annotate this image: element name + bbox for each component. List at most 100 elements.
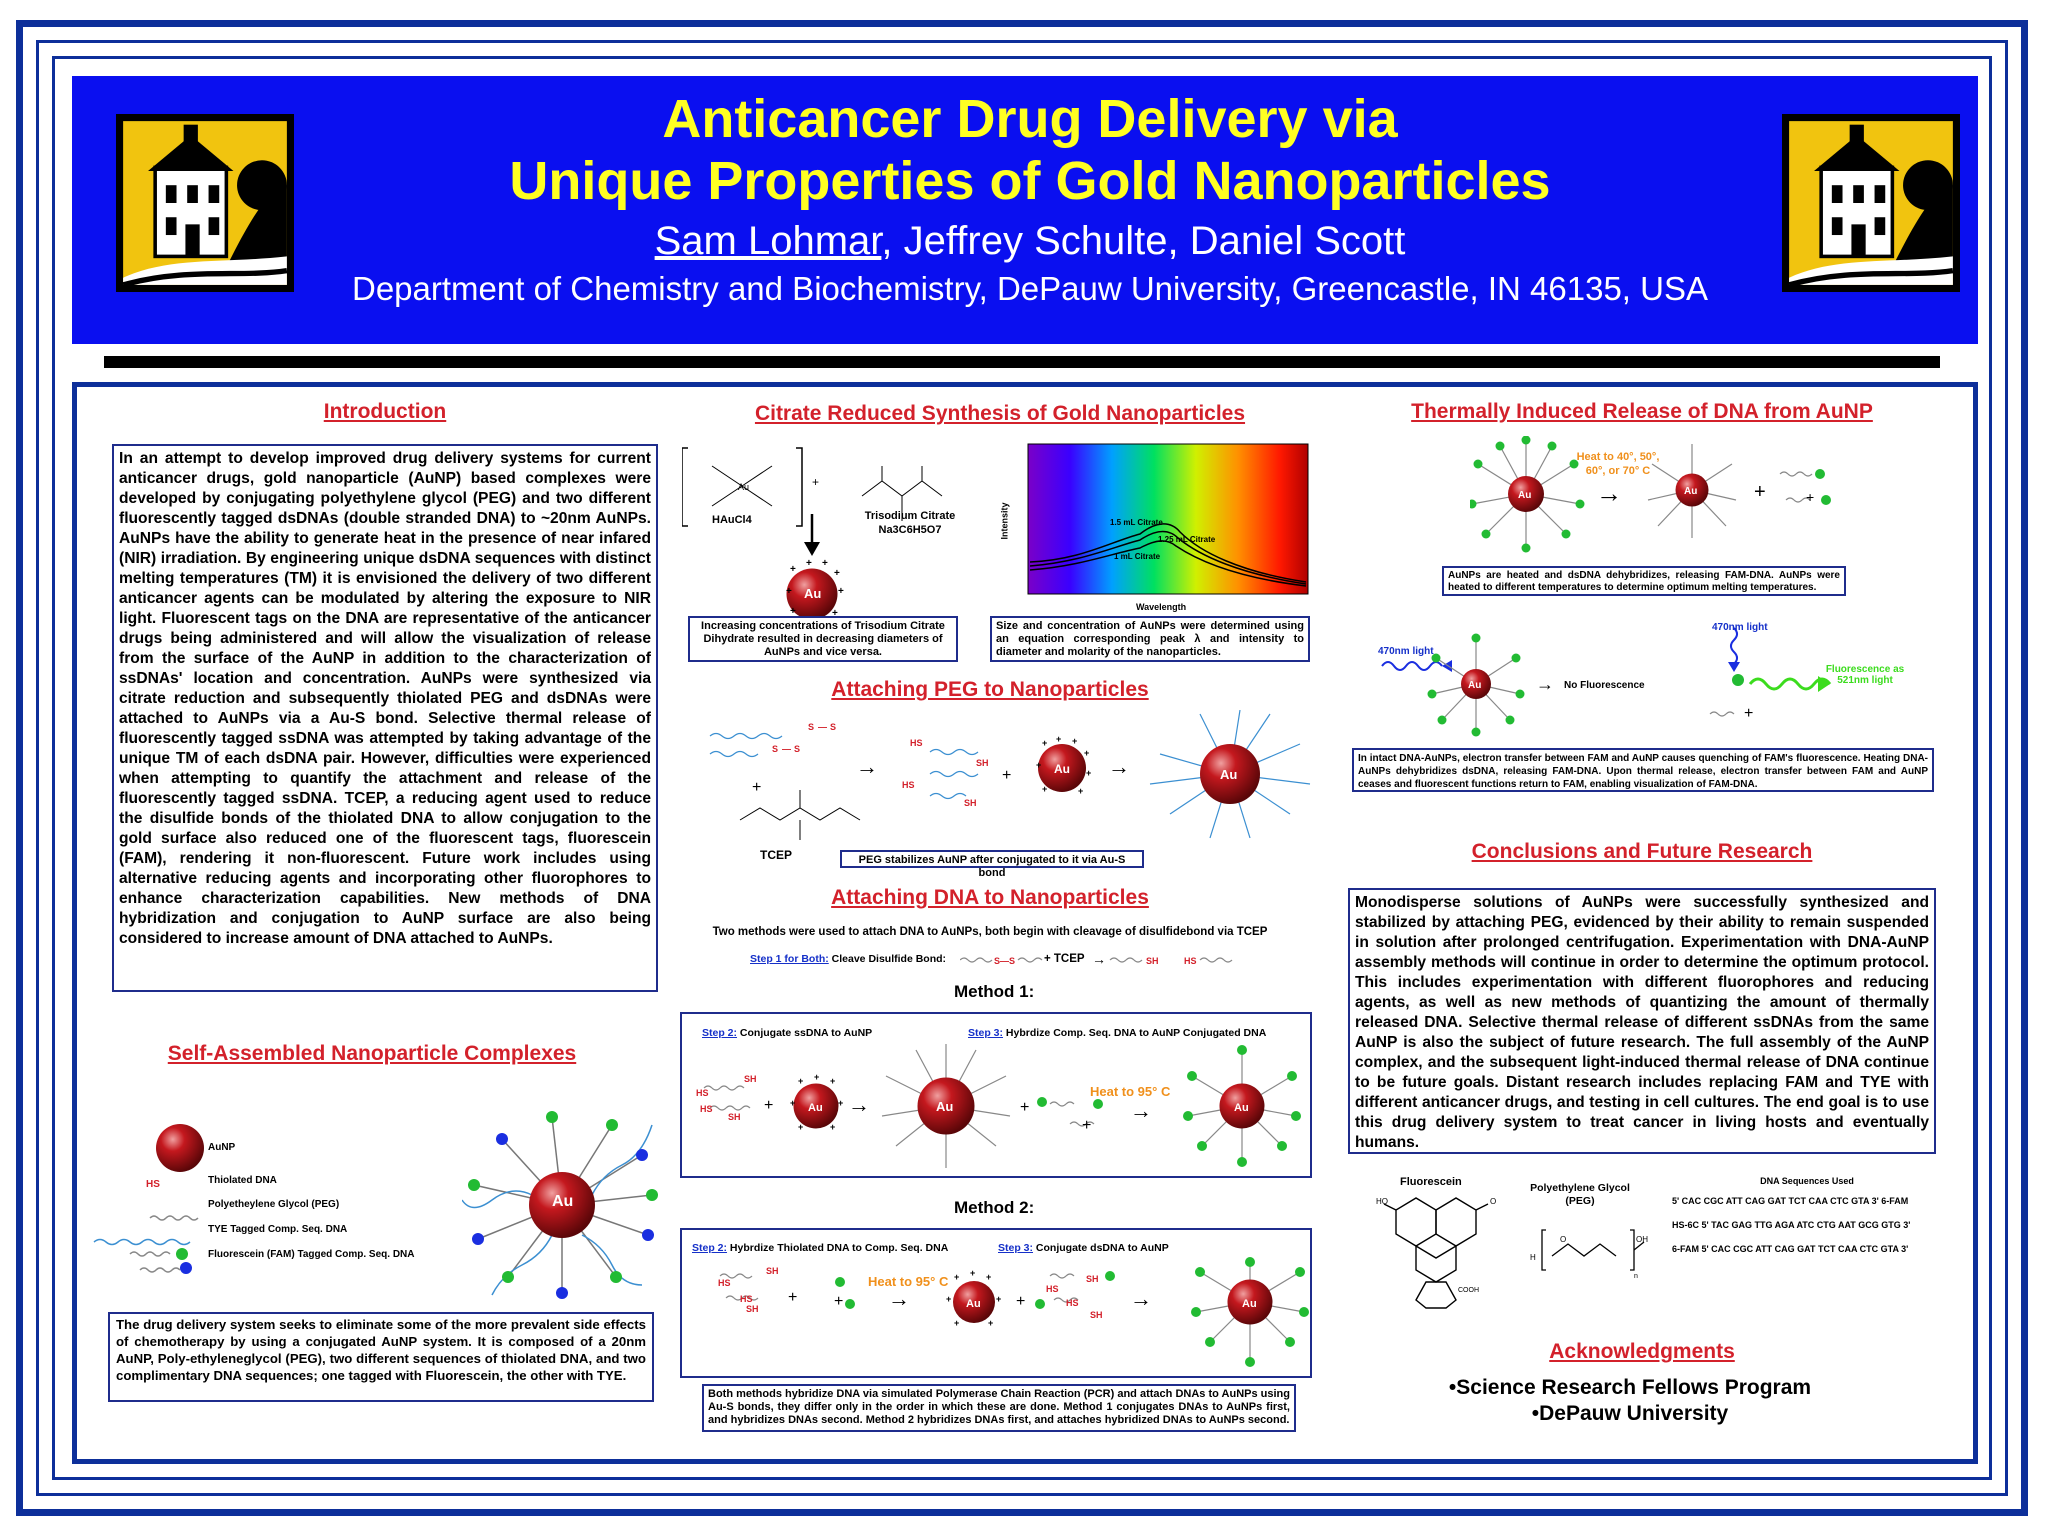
legend-hs: HS <box>146 1179 160 1190</box>
svg-text:Au: Au <box>804 586 821 601</box>
svg-text:+: + <box>1086 768 1091 778</box>
dna-caption: Both methods hybridize DNA via simulated… <box>702 1384 1296 1432</box>
svg-text:Au: Au <box>1242 1298 1257 1310</box>
dna-intro: Two methods were used to attach DNA to A… <box>712 926 1268 938</box>
svg-text:+: + <box>790 606 796 617</box>
svg-text:+: + <box>1806 489 1814 505</box>
svg-text:+: + <box>790 564 796 575</box>
thermal-caption-1: AuNPs are heated and dsDNA dehybridizes,… <box>1442 566 1846 596</box>
co-authors: , Jeffrey Schulte, Daniel Scott <box>881 219 1406 263</box>
svg-text:Au: Au <box>966 1298 981 1310</box>
fluorescein-label: Fluorescein <box>1400 1176 1462 1188</box>
svg-text:+: + <box>830 1076 835 1086</box>
svg-text:→: → <box>1596 478 1622 508</box>
svg-text:COOH: COOH <box>1458 1287 1479 1294</box>
thermal-title: Thermally Induced Release of DNA from Au… <box>1411 400 1873 423</box>
legend-aunp: AuNP <box>208 1142 236 1153</box>
svg-text:+: + <box>946 1294 951 1304</box>
svg-text:+: + <box>1754 481 1766 503</box>
legend-fam-dna: Fluorescein (FAM) Tagged Comp. Seq. DNA <box>208 1249 415 1260</box>
svg-text:S: S <box>794 744 800 754</box>
svg-text:+: + <box>812 475 819 489</box>
intro-text: In an attempt to develop improved drug d… <box>119 450 651 947</box>
svg-text:→: → <box>1130 1098 1152 1123</box>
svg-text:+: + <box>954 1318 959 1328</box>
thermal-caption-2: In intact DNA-AuNPs, electron transfer b… <box>1352 748 1934 792</box>
svg-text:HS: HS <box>700 1104 713 1114</box>
svg-text:Au: Au <box>1220 767 1237 782</box>
uv-vis-spectrum <box>1027 443 1309 595</box>
svg-text:Au: Au <box>1054 762 1070 776</box>
svg-text:SH: SH <box>728 1112 741 1122</box>
conclusions-box: Monodisperse solutions of AuNPs were suc… <box>1348 888 1936 1154</box>
m1-heat-label: Heat to 95° C <box>1090 1084 1171 1099</box>
svg-text:SH: SH <box>1086 1274 1099 1284</box>
m2-step3: Step 3: Conjugate dsDNA to AuNP <box>998 1242 1169 1254</box>
thermal-release-scheme: Au → Au + + <box>1470 436 1831 553</box>
inner-frame <box>52 56 1992 1480</box>
light-label-2: 470nm light <box>1712 622 1768 633</box>
curve-label-1p5: 1.5 mL Citrate <box>1110 518 1163 527</box>
svg-text:SH: SH <box>964 798 977 808</box>
synthesis-caption-2: Size and concentration of AuNPs were det… <box>990 616 1310 662</box>
svg-text:HS: HS <box>910 738 923 748</box>
svg-text:HS: HS <box>1046 1284 1059 1294</box>
svg-text:+: + <box>1078 786 1083 796</box>
svg-text:+: + <box>764 1097 773 1114</box>
presenting-author: Sam Lohmar <box>654 219 882 263</box>
intro-box: In an attempt to develop improved drug d… <box>112 444 658 992</box>
svg-text:Au: Au <box>1518 490 1531 501</box>
svg-text:Au: Au <box>1468 680 1481 691</box>
self-assembled-complex <box>462 1111 658 1299</box>
method1-title: Method 1: <box>954 982 1035 1001</box>
svg-text:→: → <box>1092 951 1106 967</box>
svg-text:HS: HS <box>718 1278 731 1288</box>
spectrum-xlabel: Wavelength <box>1136 602 1187 612</box>
self-assembled-legend <box>93 1124 204 1274</box>
svg-text:SH: SH <box>744 1074 757 1084</box>
light-label-1: 470nm light <box>1378 646 1434 657</box>
curve-label-1p25: 1.25 mL Citrate <box>1158 535 1216 544</box>
header-divider <box>104 356 1940 368</box>
tcep-label: TCEP <box>760 848 793 862</box>
svg-text:HS: HS <box>1066 1298 1079 1308</box>
svg-text:+: + <box>814 1072 819 1082</box>
poster-body <box>72 382 1978 1464</box>
svg-text:—: — <box>818 722 827 732</box>
svg-text:HO: HO <box>1376 1197 1388 1206</box>
svg-text:+: + <box>996 1294 1001 1304</box>
svg-text:+: + <box>798 1076 803 1086</box>
svg-text:+: + <box>1082 1117 1091 1134</box>
synthesis-scheme: Au + ++ +++ ++ + Au <box>682 447 943 620</box>
svg-text:+: + <box>822 558 828 569</box>
dna-step1: Step 1 for Both: Cleave Disulfide Bond: <box>750 953 947 965</box>
no-fluorescence-label: No Fluorescence <box>1564 680 1645 691</box>
svg-text:+: + <box>752 779 761 796</box>
svg-text:+: + <box>1042 738 1047 748</box>
drug-system-text: The drug delivery system seeks to elimin… <box>116 1317 646 1383</box>
poster-header <box>72 76 1978 344</box>
method1-box <box>680 1012 1312 1178</box>
legend-tye-dna: TYE Tagged Comp. Seq. DNA <box>208 1224 348 1235</box>
svg-text:+: + <box>838 1098 843 1108</box>
svg-text:SH: SH <box>746 1304 759 1314</box>
svg-text:+: + <box>986 1272 991 1282</box>
svg-text:+: + <box>786 586 792 597</box>
disulfide-cleavage-scheme: S—S → SH HS <box>960 951 1233 967</box>
svg-text:+: + <box>1072 736 1077 746</box>
sequence-1: 5' CAC CGC ATT CAG GAT TCT CAA CTC GTA 3… <box>1672 1196 1909 1206</box>
authors: Sam Lohmar, Jeffrey Schulte, Daniel Scot… <box>230 219 1830 264</box>
svg-text:S—S: S—S <box>994 956 1015 966</box>
peg-title: Attaching PEG to Nanoparticles <box>831 678 1149 701</box>
svg-text:+: + <box>806 558 812 569</box>
fluorescence-scheme: Au → + <box>1381 627 1832 737</box>
svg-text:+: + <box>988 1318 993 1328</box>
svg-text:Au: Au <box>808 1102 823 1114</box>
svg-text:SH: SH <box>766 1266 779 1276</box>
peg-structure: H O OH n <box>1530 1229 1648 1280</box>
svg-text:HS: HS <box>902 780 915 790</box>
svg-text:Au: Au <box>738 482 749 492</box>
svg-text:Au: Au <box>1684 486 1697 497</box>
method2-box <box>680 1228 1312 1378</box>
